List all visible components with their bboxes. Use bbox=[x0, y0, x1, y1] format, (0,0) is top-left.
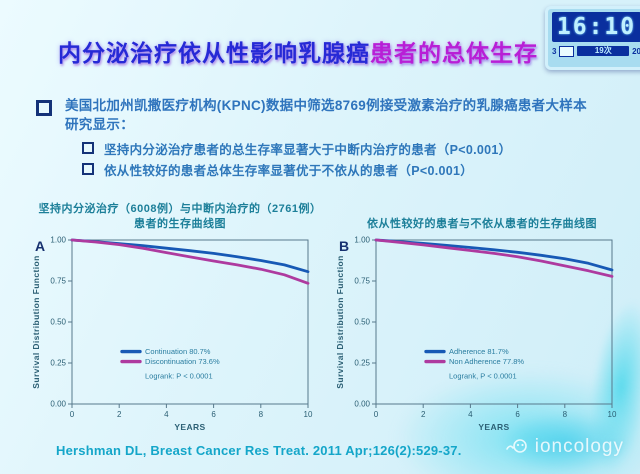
svg-text:4: 4 bbox=[164, 410, 169, 419]
clock-time: 16:10 bbox=[556, 13, 637, 40]
svg-text:8: 8 bbox=[563, 410, 568, 419]
svg-text:Continuation 80.7%: Continuation 80.7% bbox=[145, 347, 211, 356]
svg-text:Logrank, P < 0.0001: Logrank, P < 0.0001 bbox=[449, 372, 517, 381]
svg-text:2: 2 bbox=[421, 410, 426, 419]
svg-text:YEARS: YEARS bbox=[174, 422, 205, 432]
clock-left-number: 3 bbox=[552, 46, 557, 56]
bullet-sub-2: 依从性较好的患者总体生存率显著优于不依从的患者（P<0.001） bbox=[82, 160, 473, 179]
svg-text:6: 6 bbox=[211, 410, 216, 419]
square-bullet-icon bbox=[82, 163, 94, 175]
svg-text:0.75: 0.75 bbox=[50, 277, 66, 286]
svg-text:Non Adherence 77.8%: Non Adherence 77.8% bbox=[449, 357, 524, 366]
svg-text:0: 0 bbox=[374, 410, 379, 419]
svg-text:8: 8 bbox=[259, 410, 264, 419]
svg-text:10: 10 bbox=[304, 410, 313, 419]
svg-text:10: 10 bbox=[608, 410, 617, 419]
bullet-sub-1: 坚持内分泌治疗患者的总生存率显著大于中断内治疗的患者（P<0.001） bbox=[82, 139, 511, 158]
svg-text:Logrank: P < 0.0001: Logrank: P < 0.0001 bbox=[145, 372, 213, 381]
square-bullet-icon bbox=[36, 100, 52, 116]
square-bullet-icon bbox=[82, 142, 94, 154]
clock-screen: 16:10 bbox=[552, 12, 640, 42]
svg-text:0.50: 0.50 bbox=[50, 318, 66, 327]
bullet-main: 美国北加州凯撒医疗机构(KPNC)数据中筛选8769例接受激素治疗的乳腺癌患者大… bbox=[36, 97, 614, 134]
svg-text:Survival Distribution Function: Survival Distribution Function bbox=[335, 255, 345, 388]
svg-text:6: 6 bbox=[515, 410, 520, 419]
svg-text:0.75: 0.75 bbox=[354, 277, 370, 286]
svg-text:4: 4 bbox=[468, 410, 473, 419]
watermark: ioncology bbox=[505, 436, 624, 458]
svg-text:0.00: 0.00 bbox=[354, 400, 370, 409]
survival-chart-b: 0.00 0.25 0.50 0.75 1.00 0 2 4 6 8 10 YEARS Survival… bbox=[335, 236, 617, 433]
title-segment-magenta: 患者的总体生存 bbox=[370, 40, 538, 66]
page-title: 内分泌治疗依从性影响乳腺癌患者的总体生存 bbox=[58, 34, 598, 68]
bullet-sub-2-text: 依从性较好的患者总体生存率显著优于不依从的患者（P<0.001） bbox=[104, 164, 474, 178]
svg-text:Discontinuation 73.6%: Discontinuation 73.6% bbox=[145, 357, 220, 366]
clock-counter-bar: 19次 bbox=[577, 46, 630, 56]
title-segment-blue: 内分泌治疗依从性影响乳腺癌 bbox=[58, 40, 370, 66]
chart-a-title: 坚持内分泌治疗（6008例）与中断内治疗的（2761例）患者的生存曲线图 bbox=[38, 203, 322, 231]
svg-text:0.50: 0.50 bbox=[354, 318, 370, 327]
clock-right-number: 20 bbox=[632, 46, 640, 56]
svg-text:0.00: 0.00 bbox=[50, 400, 66, 409]
svg-text:Survival Distribution Function: Survival Distribution Function bbox=[31, 255, 41, 388]
chart-b-title: 依从性较好的患者与不依从患者的生存曲线图 bbox=[367, 218, 597, 231]
svg-text:0: 0 bbox=[70, 410, 75, 419]
fish-icon bbox=[505, 439, 527, 453]
svg-text:0.25: 0.25 bbox=[50, 359, 66, 368]
watermark-text: ioncology bbox=[534, 436, 624, 457]
clock-empty-box bbox=[559, 45, 575, 57]
bullet-sub-1-text: 坚持内分泌治疗患者的总生存率显著大于中断内治疗的患者（P<0.001） bbox=[104, 143, 512, 157]
survival-chart-a: 0.00 0.25 0.50 0.75 1.00 0 2 4 6 8 10 YEARS Survival… bbox=[31, 236, 313, 433]
svg-text:B: B bbox=[339, 238, 349, 254]
svg-text:1.00: 1.00 bbox=[354, 236, 370, 245]
citation-text: Hershman DL, Breast Cancer Res Treat. 20… bbox=[56, 443, 462, 458]
svg-text:A: A bbox=[35, 238, 45, 254]
clock-overlay: 16:10 3 19次 20 bbox=[545, 6, 640, 70]
svg-text:YEARS: YEARS bbox=[478, 422, 509, 432]
svg-text:2: 2 bbox=[117, 410, 122, 419]
svg-text:1.00: 1.00 bbox=[50, 236, 66, 245]
bullet-main-text: 美国北加州凯撒医疗机构(KPNC)数据中筛选8769例接受激素治疗的乳腺癌患者大… bbox=[65, 98, 587, 132]
svg-text:0.25: 0.25 bbox=[354, 359, 370, 368]
svg-text:Adherence 81.7%: Adherence 81.7% bbox=[449, 347, 509, 356]
clock-status-row: 3 19次 20 bbox=[548, 44, 640, 58]
